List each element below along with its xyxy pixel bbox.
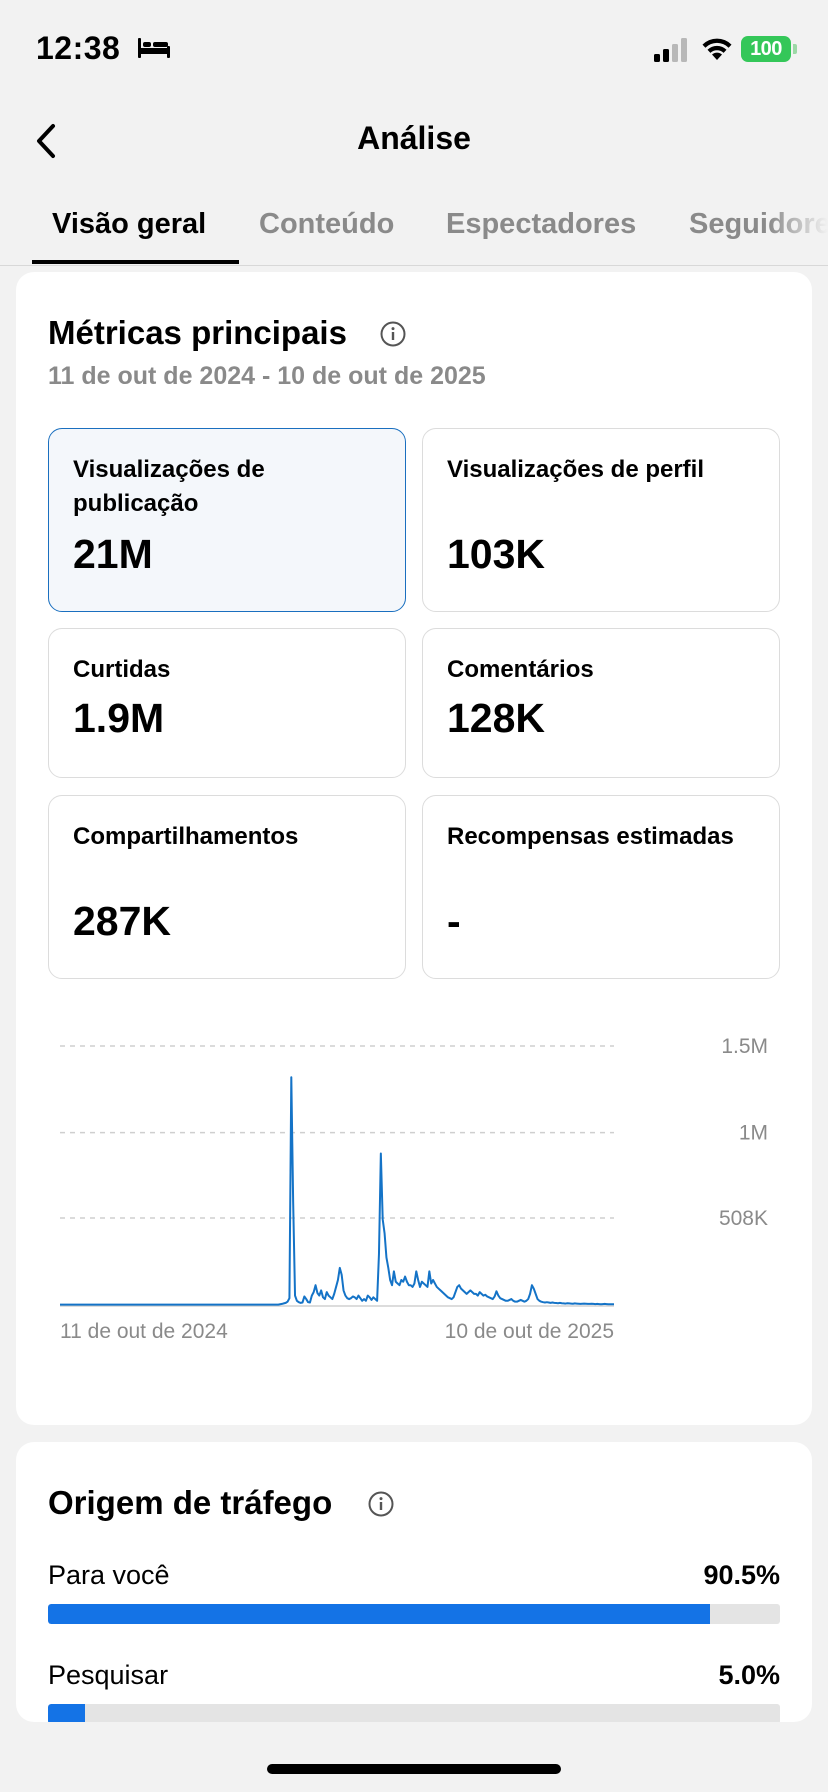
- signal-icon: [654, 38, 687, 62]
- x-tick-label: 11 de out de 2024: [60, 1320, 228, 1343]
- traffic-bar-fill: [48, 1704, 85, 1722]
- tab-bar: Visão geral Conteúdo Espectadores Seguid…: [0, 196, 828, 266]
- metric-label: Visualizações de publicação: [73, 456, 265, 517]
- metric-label: Compartilhamentos: [73, 823, 299, 850]
- metric-shares[interactable]: Compartilhamentos 287K: [48, 795, 406, 979]
- traffic-source-title: Origem de tráfego: [48, 1484, 333, 1521]
- y-tick-label: 508K: [719, 1207, 768, 1230]
- bottom-safe-area: [0, 1722, 828, 1792]
- traffic-source-card: Origem de tráfego Para você 90.5% Pesqui…: [16, 1442, 812, 1722]
- metric-value: 128K: [447, 695, 546, 741]
- key-metrics-card: Métricas principais 11 de out de 2024 - …: [16, 272, 812, 1425]
- traffic-bar-search: [48, 1704, 780, 1722]
- metric-value: 1.9M: [73, 695, 165, 741]
- metric-label: Recompensas estimadas: [447, 823, 734, 850]
- wifi-icon: [702, 38, 732, 60]
- traffic-bar-fill: [48, 1604, 711, 1624]
- y-tick-label: 1.5M: [721, 1035, 768, 1058]
- bed-icon: [138, 38, 170, 58]
- tab-viewers[interactable]: Espectadores: [446, 208, 637, 240]
- metric-value: 21M: [73, 531, 153, 577]
- y-tick-label: 1M: [739, 1122, 768, 1145]
- traffic-bar-for-you: [48, 1604, 780, 1624]
- traffic-row-value: 90.5%: [703, 1560, 780, 1590]
- battery-icon: 100: [741, 36, 791, 62]
- tabs-fade: [768, 196, 828, 264]
- battery-level: 100: [750, 37, 782, 60]
- traffic-row-label: Pesquisar: [48, 1660, 169, 1690]
- metric-estimated-rewards[interactable]: Recompensas estimadas -: [422, 795, 780, 979]
- info-icon[interactable]: [380, 321, 406, 347]
- page-title: Análise: [357, 120, 471, 156]
- metric-label: Visualizações de perfil: [447, 456, 705, 483]
- metric-value: 103K: [447, 531, 546, 577]
- chevron-left-icon: [37, 124, 55, 158]
- metric-label: Curtidas: [73, 656, 171, 683]
- metric-comments[interactable]: Comentários 128K: [422, 628, 780, 778]
- tab-overview[interactable]: Visão geral: [52, 208, 207, 240]
- x-tick-label: 10 de out de 2025: [445, 1320, 614, 1343]
- status-time: 12:38: [36, 30, 121, 66]
- metric-value: 287K: [73, 898, 172, 944]
- metric-post-views[interactable]: Visualizações de publicação 21M: [48, 428, 406, 612]
- status-bar: 12:38 100: [0, 0, 828, 100]
- traffic-row-value: 5.0%: [718, 1660, 780, 1690]
- tab-active-indicator: [32, 260, 239, 264]
- metric-value: -: [447, 898, 461, 944]
- chart-series-line: [60, 1076, 614, 1306]
- info-icon[interactable]: [368, 1491, 394, 1517]
- tab-content[interactable]: Conteúdo: [259, 208, 395, 240]
- home-indicator[interactable]: [267, 1764, 561, 1774]
- traffic-row-label: Para você: [48, 1560, 170, 1590]
- battery-tip: [793, 44, 797, 54]
- key-metrics-title: Métricas principais: [48, 314, 347, 351]
- date-range: 11 de out de 2024 - 10 de out de 2025: [48, 362, 486, 390]
- metric-label: Comentários: [447, 656, 594, 683]
- metric-profile-views[interactable]: Visualizações de perfil 103K: [422, 428, 780, 612]
- back-button[interactable]: [28, 118, 64, 164]
- views-line-chart: 1.5M 1M 508K 11 de out de 2024 10 de out de …: [60, 1035, 768, 1343]
- metric-likes[interactable]: Curtidas 1.9M: [48, 628, 406, 778]
